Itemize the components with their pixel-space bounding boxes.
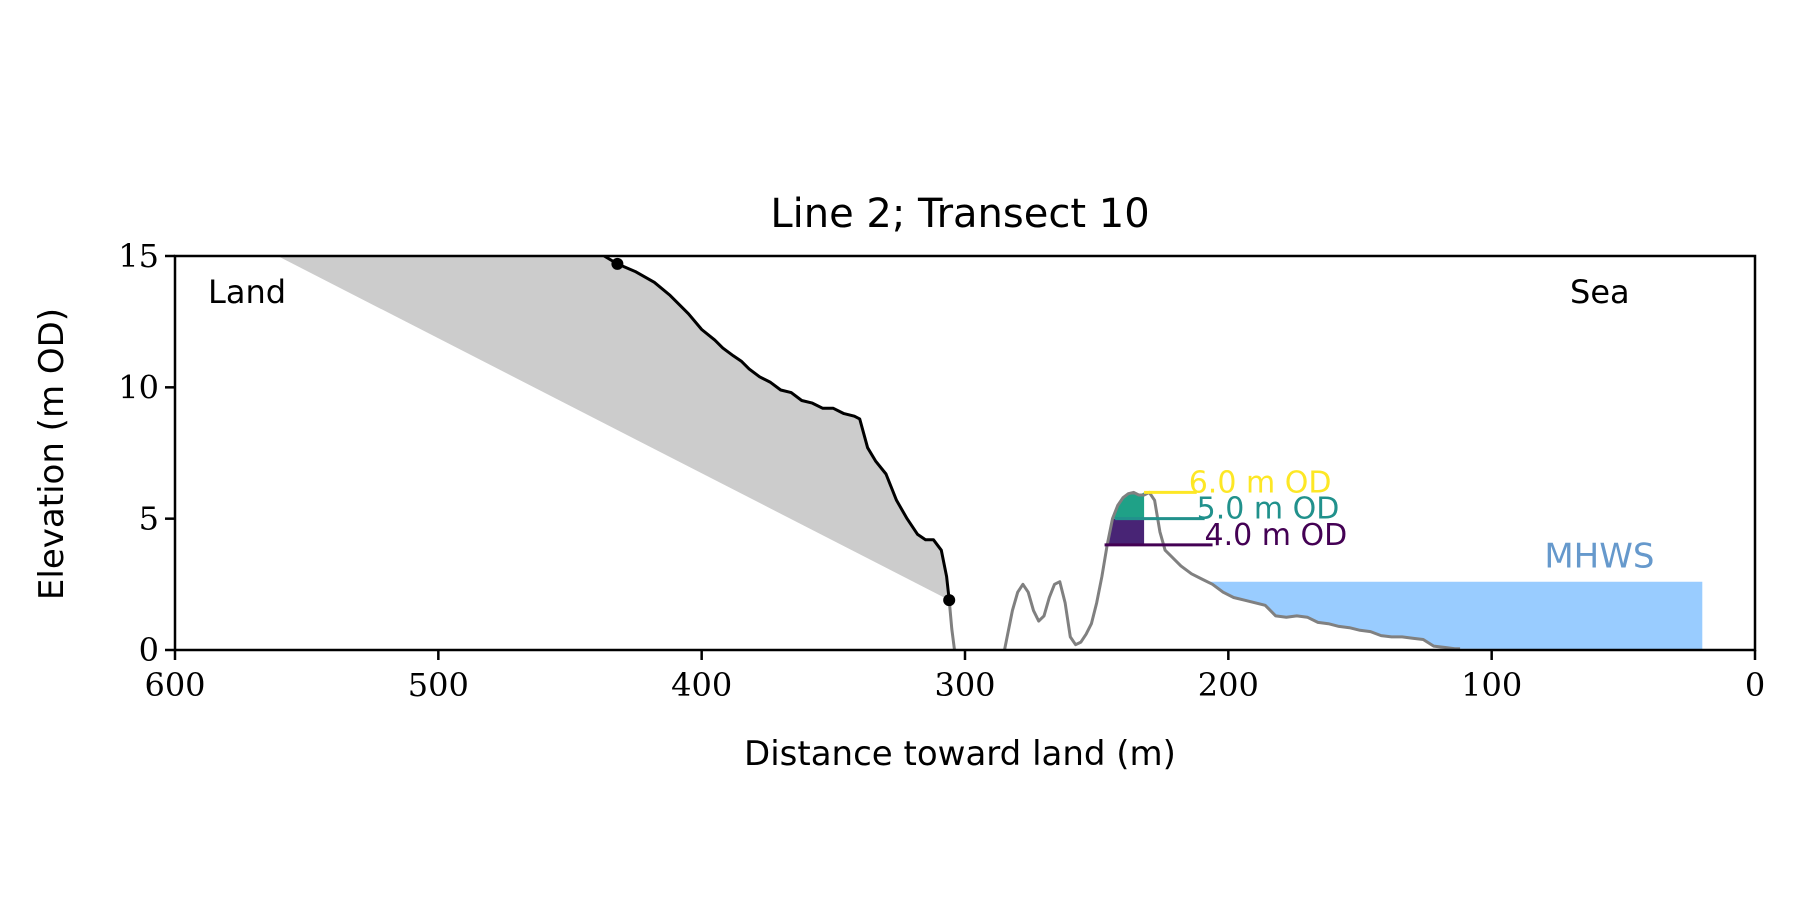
x-tick-label-2: 400: [671, 666, 732, 704]
cliff-profile: [603, 256, 951, 601]
x-tick-label-0: 600: [144, 666, 205, 704]
mhws-label: MHWS: [1544, 537, 1654, 577]
x-tick-label-1: 500: [408, 666, 469, 704]
chart-title: Line 2; Transect 10: [770, 191, 1149, 237]
x-axis-label: Distance toward land (m): [744, 734, 1176, 774]
x-axis-ticks: 600 500 400 300 200 100 0: [144, 650, 1765, 704]
sea-label: Sea: [1570, 273, 1630, 311]
y-tick-label-2: 10: [118, 368, 159, 406]
beach-profile-0: [947, 599, 956, 650]
x-tick-label-5: 100: [1461, 666, 1522, 704]
x-tick-label-4: 200: [1198, 666, 1259, 704]
y-axis-ticks: 0 5 10 15: [118, 237, 175, 669]
level-fill-1: [1112, 492, 1145, 519]
plot-area: 6.0 m OD5.0 m OD4.0 m OD MHWS: [173, 254, 1757, 652]
cliff-marker-0: [611, 257, 624, 270]
water-level-label-2: 4.0 m OD: [1205, 518, 1348, 553]
y-axis-label: Elevation (m OD): [32, 308, 72, 600]
land-label: Land: [208, 273, 286, 311]
x-tick-label-6: 0: [1745, 666, 1765, 704]
mhws-fill: [1209, 581, 1703, 650]
water-level-label-1: 5.0 m OD: [1197, 492, 1340, 527]
beach-profile-1: [1003, 490, 1461, 650]
eroded-area: [277, 256, 950, 601]
x-tick-label-3: 300: [934, 666, 995, 704]
y-tick-label-1: 5: [139, 500, 159, 538]
level-fill-0: [1107, 518, 1145, 545]
cliff-marker-1: [943, 594, 956, 607]
y-tick-label-3: 15: [118, 237, 159, 275]
water-level-label-0: 6.0 m OD: [1189, 465, 1332, 500]
data-layer: [277, 256, 1703, 650]
y-tick-label-0: 0: [139, 631, 159, 669]
